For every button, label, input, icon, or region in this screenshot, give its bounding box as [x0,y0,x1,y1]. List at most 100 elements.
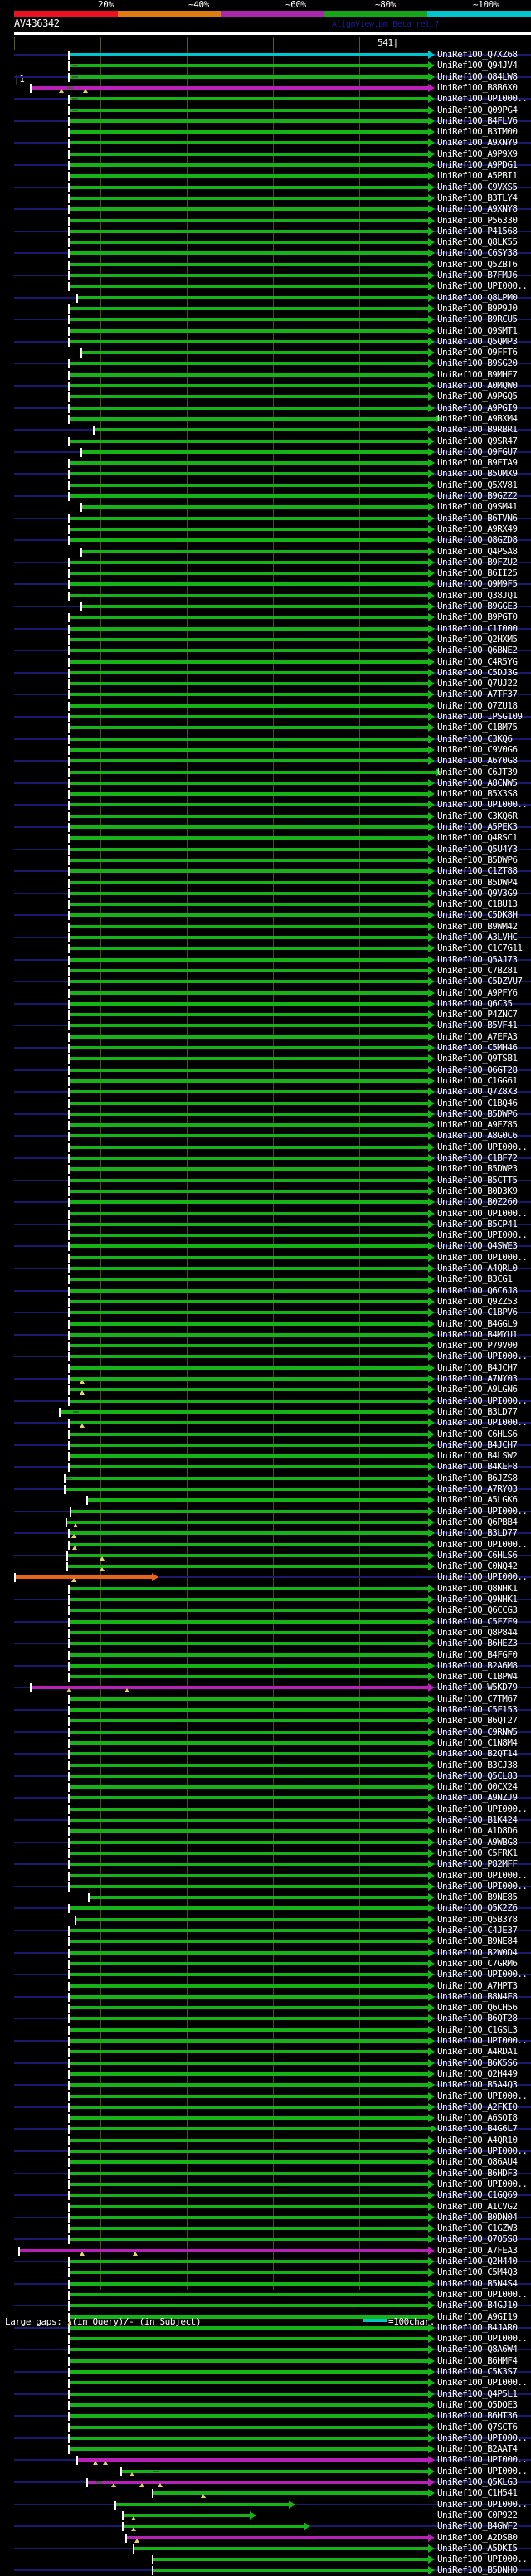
hit-row[interactable]: UniRef100_UPI000.. [0,2466,531,2477]
alignment-bar[interactable] [70,329,428,333]
alignment-bar[interactable] [70,2028,428,2032]
hit-row[interactable]: UniRef100_Q4PSA8 [0,546,531,558]
hit-label[interactable]: UniRef100_C1ZT88 [437,865,518,877]
hit-label[interactable]: UniRef100_C5F153 [437,1704,518,1715]
alignment-bar[interactable] [66,1488,428,1491]
hit-row[interactable]: UniRef100_UPI000.. [0,2289,531,2301]
alignment-bar[interactable] [70,53,428,56]
hit-label[interactable]: UniRef100_Q4P5L1 [437,2388,518,2399]
alignment-bar[interactable] [70,2194,428,2198]
hit-row[interactable]: UniRef100_B5DWP6 [0,855,531,866]
hit-label[interactable]: UniRef100_C1GSL3 [437,2023,518,2035]
hit-label[interactable]: UniRef100_Q2H449 [437,2067,518,2079]
hit-label[interactable]: UniRef100_C1H541 [437,2487,518,2499]
alignment-bar[interactable] [70,362,428,366]
alignment-bar[interactable] [70,2447,428,2452]
hit-label[interactable]: UniRef100_B6K5S6 [437,2057,518,2068]
alignment-bar[interactable] [70,1586,428,1590]
alignment-bar[interactable] [70,2072,428,2076]
hit-label[interactable]: UniRef100_B4JAR0 [437,2321,518,2333]
hit-row[interactable]: UniRef100_Q09PG4 [0,105,531,116]
hit-label[interactable]: UniRef100_B4JCH7 [437,1361,518,1373]
alignment-bar[interactable] [70,2006,428,2010]
alignment-bar[interactable] [70,1884,428,1888]
hit-row[interactable]: UniRef100_B4GJ10 [0,2300,531,2311]
hit-row[interactable]: UniRef100_UPI000.. [0,2377,531,2389]
hit-label[interactable]: UniRef100_UPI000.. [437,1141,528,1152]
alignment-bar[interactable] [70,747,428,752]
hit-row[interactable]: UniRef100_Q6BNE2 [0,645,531,656]
hit-row[interactable]: UniRef100_Q9SM41 [0,501,531,513]
hit-label[interactable]: UniRef100_Q7XZ68 [437,49,518,60]
hit-row[interactable]: UniRef100_A4RDA1 [0,2046,531,2057]
alignment-bar[interactable] [70,1200,428,1205]
alignment-bar[interactable] [70,2171,428,2175]
hit-row[interactable]: UniRef100_B9NE85 [0,1892,531,1903]
alignment-bar[interactable] [70,2039,428,2043]
alignment-bar[interactable] [70,2436,428,2440]
hit-row[interactable]: UniRef100_Q5XV81 [0,480,531,491]
hit-label[interactable]: UniRef100_Q6BNE2 [437,645,518,656]
hit-row[interactable]: UniRef100_P56330 [0,215,531,226]
hit-label[interactable]: UniRef100_A7FEA3 [437,2244,518,2256]
hit-label[interactable]: UniRef100_Q7UJ22 [437,678,518,689]
hit-label[interactable]: UniRef100_B4GGL9 [437,1317,518,1329]
hit-row[interactable]: UniRef100_A6SQI8 [0,2112,531,2124]
hit-label[interactable]: UniRef100_UPI000.. [437,1880,528,1892]
alignment-bar[interactable] [78,2458,428,2462]
hit-row[interactable]: UniRef100_C1BPV6 [0,1307,531,1318]
hit-label[interactable]: UniRef100_A4RDA1 [437,2046,518,2057]
hit-label[interactable]: UniRef100_Q6CCG3 [437,1605,518,1616]
alignment-bar[interactable] [70,274,428,277]
hit-label[interactable]: UniRef100_Q0CX24 [437,1781,518,1793]
alignment-bar[interactable] [68,1565,428,1569]
hit-row[interactable]: UniRef100_B3LD77 [0,1406,531,1418]
hit-row[interactable]: UniRef100_B5DNH0 [0,2564,531,2576]
hit-label[interactable]: UniRef100_IPSG109 [437,711,523,722]
alignment-bar[interactable] [70,108,428,112]
hit-row[interactable]: UniRef100_Q2H449 [0,2067,531,2080]
alignment-bar[interactable] [70,1763,428,1767]
alignment-bar[interactable] [70,1443,428,1447]
alignment-bar[interactable] [90,1896,428,1900]
hit-label[interactable]: UniRef100_O6GT28 [437,1064,518,1075]
alignment-bar[interactable] [70,373,428,377]
hit-label[interactable]: UniRef100_B3CJ38 [437,1759,518,1770]
hit-label[interactable]: UniRef100_B2AAT4 [437,2443,518,2455]
alignment-bar[interactable] [70,1145,428,1149]
alignment-bar[interactable] [70,1906,428,1911]
hit-row[interactable]: UniRef100_B3CG1 [0,1273,531,1285]
hit-label[interactable]: UniRef100_B6QT28 [437,2013,518,2024]
hit-row[interactable]: UniRef100_UPI000.. [0,1351,531,1362]
alignment-bar[interactable] [70,814,428,818]
hit-label[interactable]: UniRef100_A9GI19 [437,2311,518,2322]
hit-label[interactable]: UniRef100_B6HDF3 [437,2167,518,2179]
hit-label[interactable]: UniRef100_B6HEZ3 [437,1638,518,1649]
hit-label[interactable]: UniRef100_A9XNY9 [437,137,518,149]
alignment-bar[interactable] [70,2050,428,2054]
hit-row[interactable]: UniRef100_Q5ZBT6 [0,259,531,270]
hit-row[interactable]: UniRef100_A9PDG1 [0,159,531,171]
alignment-bar[interactable] [70,152,428,156]
hit-row[interactable]: UniRef100_Q38JQ1 [0,590,531,601]
alignment-bar[interactable] [70,2281,428,2286]
alignment-bar[interactable] [70,1112,428,1116]
hit-label[interactable]: UniRef100_B9FZU2 [437,556,518,567]
hit-row[interactable]: UniRef100_Q7XZ68 [0,49,531,61]
hit-label[interactable]: UniRef100_B9P9J0 [437,302,518,314]
alignment-bar[interactable] [66,1476,428,1480]
hit-row[interactable]: UniRef100_C1BF72 [0,1152,531,1164]
hit-label[interactable]: UniRef100_A2FKI0 [437,2101,518,2112]
hit-row[interactable]: UniRef100_A9XNY8 [0,203,531,215]
hit-label[interactable]: UniRef100_B5DWP6 [437,854,518,865]
hit-label[interactable]: UniRef100_B2QT14 [437,1748,518,1760]
alignment-bar[interactable] [76,1917,428,1921]
hit-label[interactable]: UniRef100_B0Z260 [437,1196,518,1208]
alignment-bar[interactable] [134,2546,428,2550]
hit-label[interactable]: UniRef100_P4ZNC7 [437,1009,518,1020]
alignment-bar[interactable] [70,251,428,256]
hit-label[interactable]: UniRef100_Q5CL83 [437,1770,518,1781]
hit-row[interactable]: UniRef100_C9V0G6 [0,744,531,756]
hit-row[interactable]: UniRef100_C1N8M4 [0,1737,531,1749]
hit-label[interactable]: UniRef100_UPI000.. [437,1538,528,1550]
